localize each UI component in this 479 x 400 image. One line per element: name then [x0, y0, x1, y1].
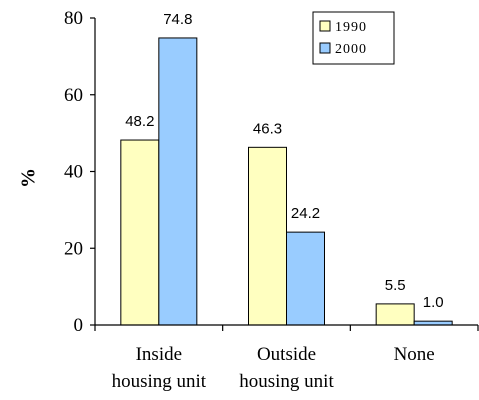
y-tick-label: 80	[64, 8, 83, 29]
legend-swatch	[319, 42, 331, 54]
y-tick-label: 20	[64, 238, 83, 259]
legend-swatch	[319, 20, 331, 32]
data-label: 24.2	[291, 205, 320, 222]
bar-1990	[248, 146, 287, 326]
x-axis: Inside housing unit Outside housing unit Non…	[94, 324, 479, 392]
bar-2000	[158, 37, 198, 326]
y-axis: 0 20 40 60 80	[64, 8, 96, 336]
x-tick-label: housing unit	[112, 371, 207, 392]
legend: 1990 2000	[312, 11, 395, 65]
y-axis-label: %	[18, 168, 40, 188]
data-label: 74.8	[163, 11, 192, 28]
x-tick-label: Inside	[136, 344, 182, 365]
data-label: 5.5	[385, 277, 406, 294]
legend-label: 1990	[335, 20, 367, 35]
legend-label: 2000	[335, 42, 367, 57]
bars: 48.2 74.8 46.3 24.2 5.5 1.0	[120, 11, 453, 326]
y-tick-label: 60	[64, 85, 83, 106]
bar-1990	[120, 139, 160, 326]
bar-1990	[375, 303, 415, 326]
bar-2000	[286, 231, 325, 326]
y-tick-label: 0	[74, 315, 84, 336]
data-label: 46.3	[253, 120, 282, 137]
x-tick-label: Outside	[257, 344, 316, 365]
y-tick-label: 40	[64, 162, 83, 183]
data-label: 48.2	[125, 113, 154, 130]
x-tick-label: housing unit	[239, 371, 334, 392]
x-tick-label: None	[394, 344, 435, 365]
data-label: 1.0	[423, 294, 444, 311]
